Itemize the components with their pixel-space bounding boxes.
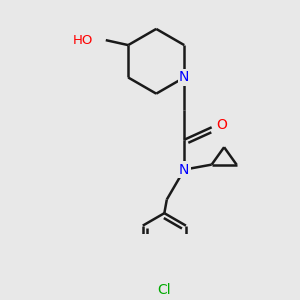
Text: N: N [179,70,189,85]
Text: HO: HO [73,34,93,46]
Text: O: O [216,118,227,132]
Text: N: N [179,163,189,177]
Text: Cl: Cl [158,284,171,297]
